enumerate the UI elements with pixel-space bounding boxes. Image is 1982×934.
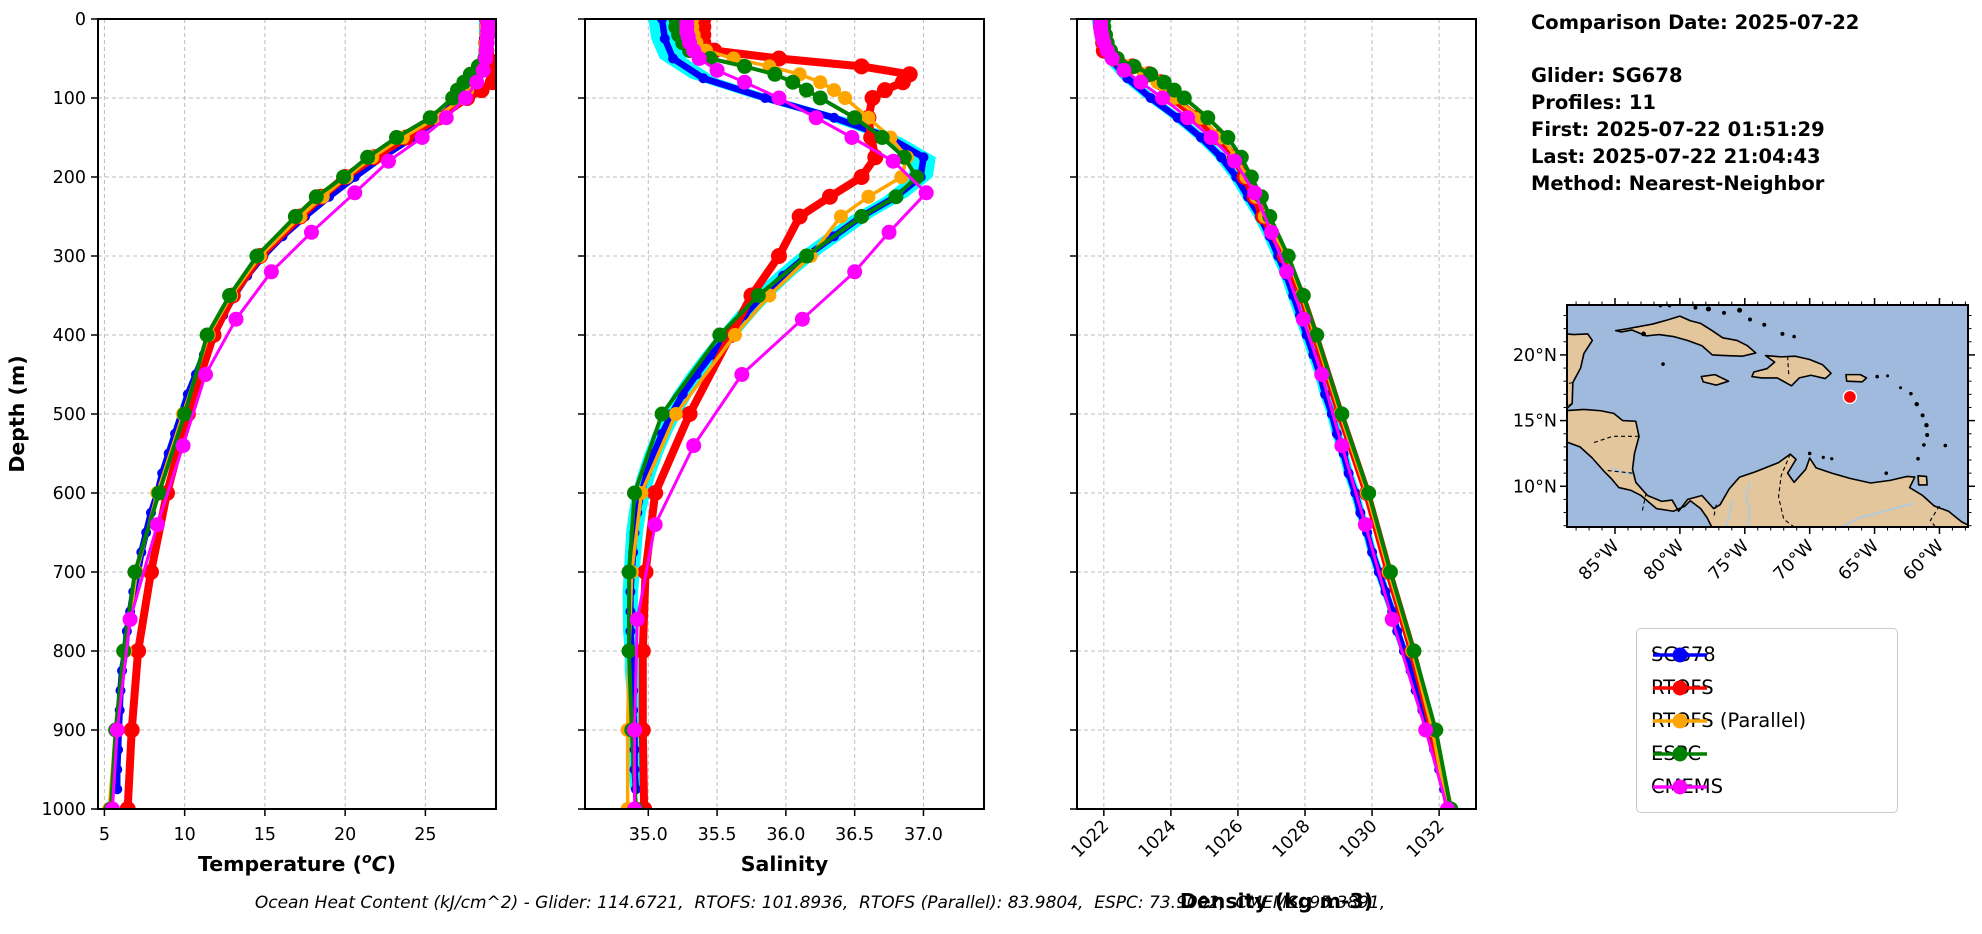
- svg-text:600: 600: [53, 484, 86, 504]
- xlabel-salinity: Salinity: [741, 852, 828, 876]
- legend-line-sample: [1653, 746, 1707, 761]
- svg-text:300: 300: [53, 247, 86, 267]
- svg-text:1032: 1032: [1403, 816, 1449, 862]
- svg-text:35.5: 35.5: [698, 825, 737, 845]
- legend-line-sample: [1653, 680, 1707, 695]
- svg-text:65°W: 65°W: [1835, 536, 1883, 584]
- svg-text:35.0: 35.0: [629, 825, 668, 845]
- svg-text:900: 900: [53, 721, 86, 741]
- svg-text:25: 25: [414, 825, 436, 845]
- svg-text:36.5: 36.5: [835, 825, 874, 845]
- svg-text:200: 200: [53, 168, 86, 188]
- legend-line-sample: [1653, 647, 1707, 662]
- svg-text:60°W: 60°W: [1900, 536, 1948, 584]
- svg-text:80°W: 80°W: [1640, 536, 1688, 584]
- svg-text:700: 700: [53, 563, 86, 583]
- svg-text:10: 10: [174, 825, 196, 845]
- series-line-RTOFS: [638, 19, 914, 809]
- info-block: Comparison Date: 2025-07-22 Glider: SG67…: [1531, 9, 1859, 197]
- svg-text:37.0: 37.0: [904, 825, 943, 845]
- panel-temperature: 5 10 15 20 25 0 100 200 300 400 500 600 700 800 900 100…: [5, 10, 497, 876]
- last-profile-time: Last: 2025-07-22 21:04:43: [1531, 145, 1821, 168]
- svg-text:15°N: 15°N: [1513, 412, 1557, 432]
- svg-text:1024: 1024: [1135, 816, 1181, 862]
- panel-salinity: 35.0 35.5 36.0 36.5 37.0 Salinity: [578, 18, 985, 876]
- legend-label: RTOFS (Parallel): [1651, 709, 1807, 732]
- interp-method: Method: Nearest-Neighbor: [1531, 172, 1825, 195]
- panel-density: 1022 1024 1026 1028 1030 1032 Density (kg m-3): [1068, 18, 1477, 913]
- map-land-group: [1567, 305, 1968, 527]
- legend-item-rtofs: RTOFS: [1651, 671, 1883, 704]
- svg-text:75°W: 75°W: [1705, 536, 1753, 584]
- svg-text:20°N: 20°N: [1513, 346, 1557, 366]
- svg-text:500: 500: [53, 405, 86, 425]
- profiles-count: Profiles: 11: [1531, 91, 1656, 114]
- svg-text:1028: 1028: [1269, 816, 1315, 862]
- legend-item-cmems: CMEMS: [1651, 770, 1883, 803]
- svg-text:1000: 1000: [41, 800, 86, 820]
- legend: SG678RTOFS RTOFS (Parallel) ESPCCMEMS: [1636, 628, 1898, 813]
- location-map: 85°W 80°W 75°W 70°W 65°W 60°W 10°N 15°N 20°N: [1513, 298, 1975, 585]
- svg-text:100: 100: [53, 89, 86, 109]
- glider-name: Glider: SG678: [1531, 64, 1683, 87]
- series-line-SG678: [627, 19, 927, 793]
- svg-text:70°W: 70°W: [1770, 536, 1818, 584]
- xlabel-density: Density (kg m-3): [1180, 889, 1373, 913]
- svg-text:0: 0: [75, 10, 86, 30]
- svg-text:1026: 1026: [1202, 816, 1248, 862]
- first-profile-time: First: 2025-07-22 01:51:29: [1531, 118, 1825, 141]
- svg-text:20: 20: [334, 825, 356, 845]
- ocean-heat-content-text: Ocean Heat Content (kJ/cm^2) - Glider: 1…: [254, 893, 1386, 913]
- legend-line-sample: [1653, 779, 1707, 794]
- legend-line-sample: [1653, 713, 1707, 728]
- spacer: [1531, 36, 1859, 62]
- ylabel-depth: Depth (m): [5, 355, 29, 472]
- legend-item-rtofs-parallel-: RTOFS (Parallel): [1651, 704, 1883, 737]
- glider-location-dot: [1842, 389, 1858, 405]
- series-line-ESPC: [108, 19, 492, 809]
- svg-text:10°N: 10°N: [1513, 477, 1557, 497]
- legend-item-sg678: SG678: [1651, 638, 1883, 671]
- svg-text:1022: 1022: [1068, 816, 1114, 862]
- series-line-SG678: [1095, 19, 1448, 793]
- svg-text:36.0: 36.0: [766, 825, 805, 845]
- glider-envelope: [115, 19, 490, 790]
- svg-text:800: 800: [53, 642, 86, 662]
- comparison-date: Comparison Date: 2025-07-22: [1531, 11, 1860, 34]
- svg-text:15: 15: [254, 825, 276, 845]
- svg-text:85°W: 85°W: [1575, 536, 1623, 584]
- xlabel-temperature: Temperature (oC): [198, 851, 396, 876]
- profile-plots: 5 10 15 20 25 0 100 200 300 400 500 600 700 800 900 100…: [5, 10, 1477, 913]
- glider-envelope: [1091, 19, 1448, 790]
- legend-item-espc: ESPC: [1651, 737, 1883, 770]
- svg-text:5: 5: [99, 825, 110, 845]
- svg-text:1030: 1030: [1336, 816, 1382, 862]
- svg-text:400: 400: [53, 326, 86, 346]
